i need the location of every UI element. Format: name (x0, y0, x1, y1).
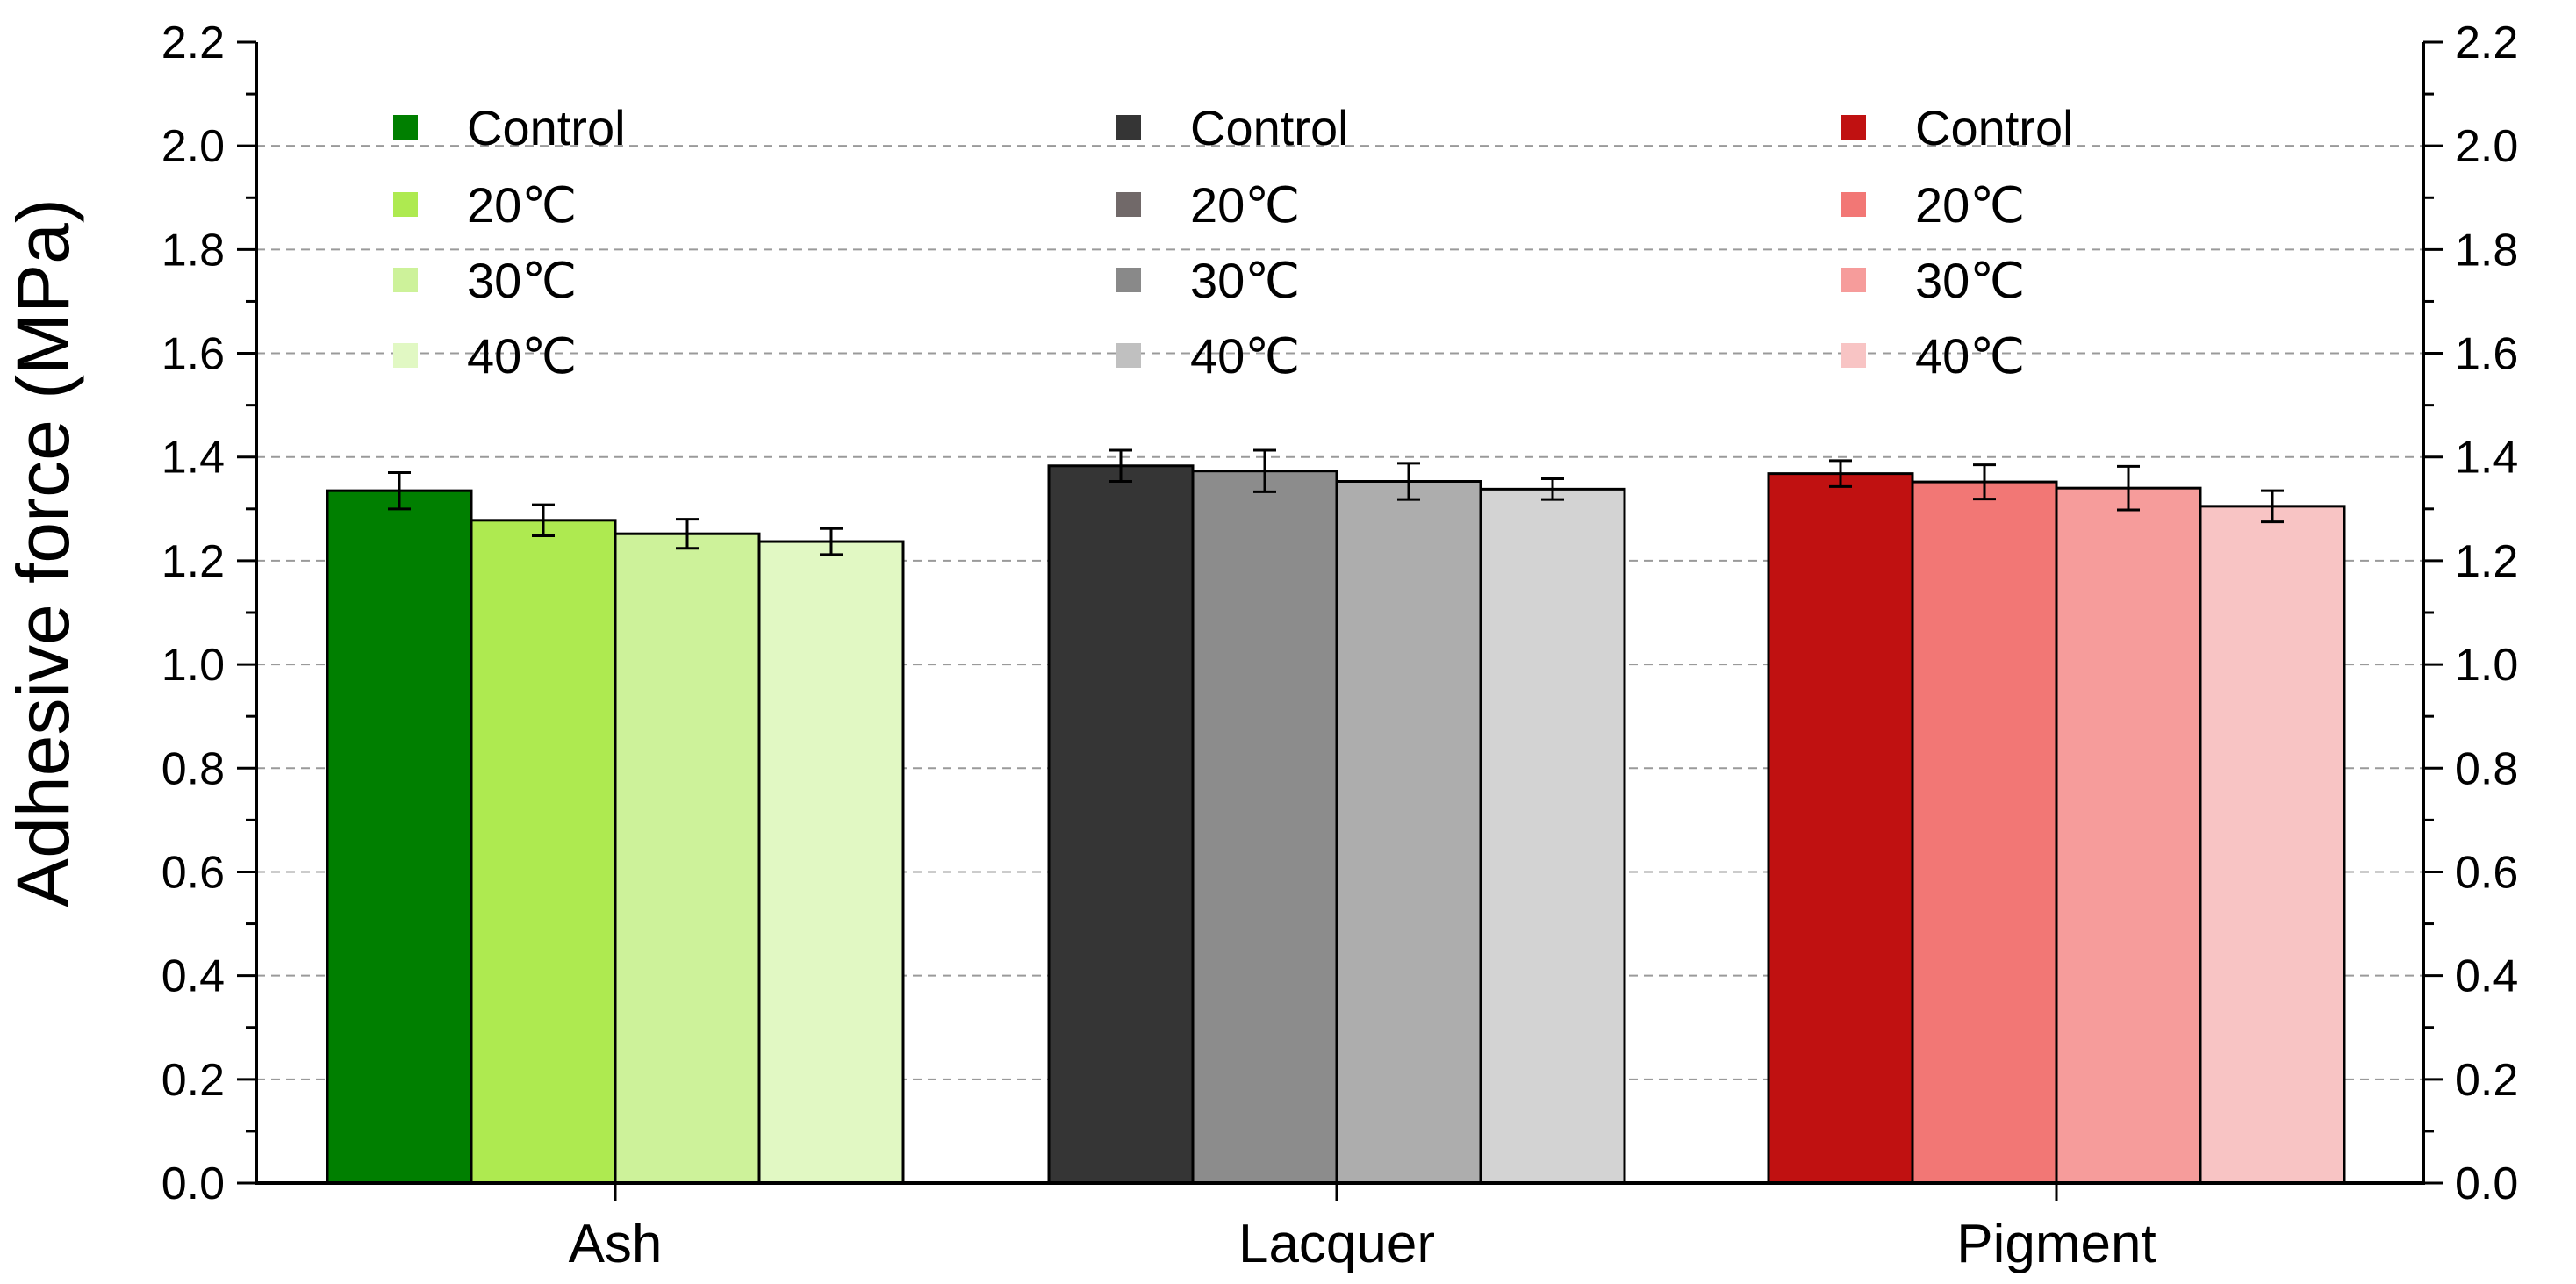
legend-label: 20℃ (1190, 177, 1300, 233)
legend-swatch (393, 343, 418, 368)
legend-label: 20℃ (467, 177, 577, 233)
legend-swatch (393, 268, 418, 292)
bar (1191, 470, 1338, 1185)
y-tick-label-left: 0.4 (161, 951, 225, 1002)
legend-swatch (1841, 115, 1866, 140)
legend-label: 40℃ (1915, 328, 2025, 384)
legend-swatch (393, 115, 418, 140)
bar (2199, 505, 2346, 1185)
y-tick-label-right: 0.4 (2455, 951, 2518, 1002)
legend-swatch (1841, 268, 1866, 292)
y-tick-label-left: 1.6 (161, 329, 225, 380)
y-tick-label-left: 1.8 (161, 225, 225, 276)
y-tick-label-right: 0.2 (2455, 1055, 2518, 1106)
y-tick-label-right: 1.8 (2455, 225, 2518, 276)
axes: 0.0 0.0 0.2 0.2 0.4 0.4 0.6 0.6 0.8 0.8 1.0 1.0 1.2 1… (161, 18, 2519, 1274)
y-tick-label-left: 0.2 (161, 1055, 225, 1106)
bar (1047, 464, 1195, 1185)
y-axis-label: Adhesive force (MPa) (2, 198, 84, 907)
legend-label: 40℃ (467, 328, 577, 384)
legend-swatch (1841, 343, 1866, 368)
legend-label: 30℃ (1190, 253, 1300, 308)
bar (614, 532, 761, 1185)
y-tick-label-right: 2.0 (2455, 121, 2518, 172)
y-tick-label-right: 0.8 (2455, 743, 2518, 794)
legend-label: 30℃ (467, 253, 577, 308)
legend-swatch (1116, 268, 1141, 292)
legend-label: 20℃ (1915, 177, 2025, 233)
legend-label: Control (1190, 100, 1349, 155)
y-tick-label-right: 1.0 (2455, 640, 2518, 691)
y-tick-label-right: 1.4 (2455, 433, 2518, 484)
y-tick-label-right: 1.6 (2455, 329, 2518, 380)
legend-swatch (1116, 343, 1141, 368)
legend-label: 40℃ (1190, 328, 1300, 384)
bar (1335, 480, 1482, 1185)
y-tick-label-right: 0.0 (2455, 1158, 2518, 1209)
bar (1767, 472, 1914, 1185)
x-tick-label: Ash (569, 1214, 663, 1274)
legend-swatch (1116, 115, 1141, 140)
x-tick-label: Lacquer (1238, 1214, 1435, 1274)
legend-swatch (1116, 192, 1141, 217)
legend-swatch (393, 192, 418, 217)
x-tick-label: Pigment (1956, 1214, 2156, 1274)
legend-label: 30℃ (1915, 253, 2025, 308)
y-tick-label-right: 2.2 (2455, 18, 2518, 68)
bar (1911, 480, 2058, 1185)
legend-label: Control (467, 100, 626, 155)
legends: Control 20℃ 30℃ 40℃ Control 20℃ 30℃ 40℃ Control 2… (393, 100, 2074, 384)
y-tick-label-left: 0.6 (161, 847, 225, 898)
bar (326, 489, 473, 1185)
bar (470, 519, 617, 1185)
y-tick-label-left: 1.4 (161, 433, 225, 484)
y-tick-label-left: 0.0 (161, 1158, 225, 1209)
bar (1479, 487, 1626, 1185)
legend-label: Control (1915, 100, 2074, 155)
bar (2055, 486, 2202, 1185)
y-tick-label-right: 1.2 (2455, 536, 2518, 587)
y-tick-label-left: 2.2 (161, 18, 225, 68)
bar (757, 540, 905, 1185)
y-tick-label-right: 0.6 (2455, 847, 2518, 898)
bars (326, 448, 2346, 1185)
y-tick-label-left: 1.0 (161, 640, 225, 691)
y-tick-label-left: 1.2 (161, 536, 225, 587)
legend-swatch (1841, 192, 1866, 217)
y-tick-label-left: 2.0 (161, 121, 225, 172)
y-tick-label-left: 0.8 (161, 743, 225, 794)
